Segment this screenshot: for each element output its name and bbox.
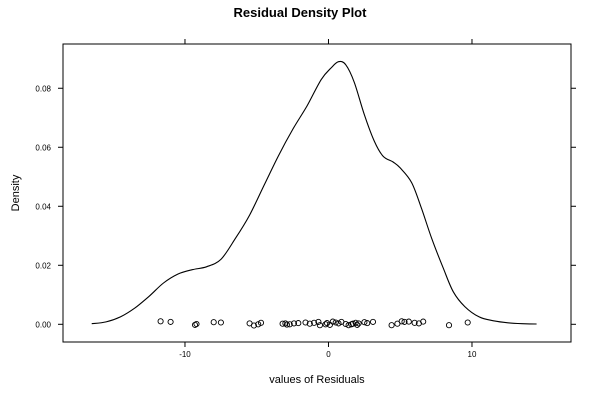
residual-point — [279, 320, 286, 327]
residual-point — [282, 320, 289, 327]
residual-point — [361, 319, 368, 326]
residual-point — [445, 322, 453, 329]
residual-point — [191, 321, 199, 328]
residual-point — [257, 319, 265, 326]
residual-point — [401, 318, 408, 325]
residual-point — [364, 320, 371, 327]
residual-point — [286, 321, 293, 328]
residual-point — [302, 319, 309, 326]
residual-point — [316, 322, 323, 329]
residual-point — [354, 321, 361, 328]
y-axis-label: Density — [10, 174, 22, 211]
density-curve — [91, 60, 537, 325]
residual-point — [283, 321, 290, 328]
x-tick-label: 0 — [326, 350, 331, 359]
residual-point — [295, 320, 302, 327]
y-tick-label: 0.08 — [35, 84, 51, 93]
residual-point — [193, 320, 200, 328]
residual-point — [306, 320, 313, 327]
axis-tick-labels: -10 0 10 0.00 0.02 0.04 0.06 0.08 — [35, 84, 477, 359]
residual-point — [329, 318, 336, 325]
y-tick-label: 0.04 — [35, 202, 51, 211]
x-tick-label: -10 — [179, 350, 191, 359]
residual-point — [290, 320, 298, 327]
residual-point — [355, 320, 362, 327]
residual-point — [332, 319, 339, 326]
plot-frame — [62, 43, 572, 343]
y-tick-label: 0.00 — [35, 320, 51, 329]
residual-point — [250, 322, 257, 329]
y-tick-label: 0.02 — [35, 261, 51, 270]
residual-point — [311, 319, 318, 326]
axis-ticks — [58, 39, 576, 347]
residual-point — [411, 319, 418, 326]
plot-marks — [91, 60, 537, 329]
chart-title: Residual Density Plot — [234, 5, 368, 20]
residual-point — [210, 319, 217, 326]
residual-point — [217, 319, 224, 326]
residual-point — [420, 318, 427, 325]
residual-point — [335, 320, 342, 327]
residual-point — [398, 318, 405, 325]
residual-point — [388, 322, 395, 329]
residual-point — [349, 320, 356, 327]
residual-point — [322, 321, 329, 328]
residual-point — [369, 318, 377, 325]
x-axis-label: values of Residuals — [269, 374, 365, 386]
residual-point — [405, 318, 412, 325]
residual-point — [315, 318, 322, 325]
x-tick-label: 10 — [468, 350, 477, 359]
residual-point — [464, 319, 471, 326]
residual-point — [167, 318, 174, 325]
residual-point — [157, 318, 164, 325]
y-tick-label: 0.06 — [35, 143, 51, 152]
residual-point — [342, 320, 349, 328]
residual-point — [345, 322, 352, 329]
